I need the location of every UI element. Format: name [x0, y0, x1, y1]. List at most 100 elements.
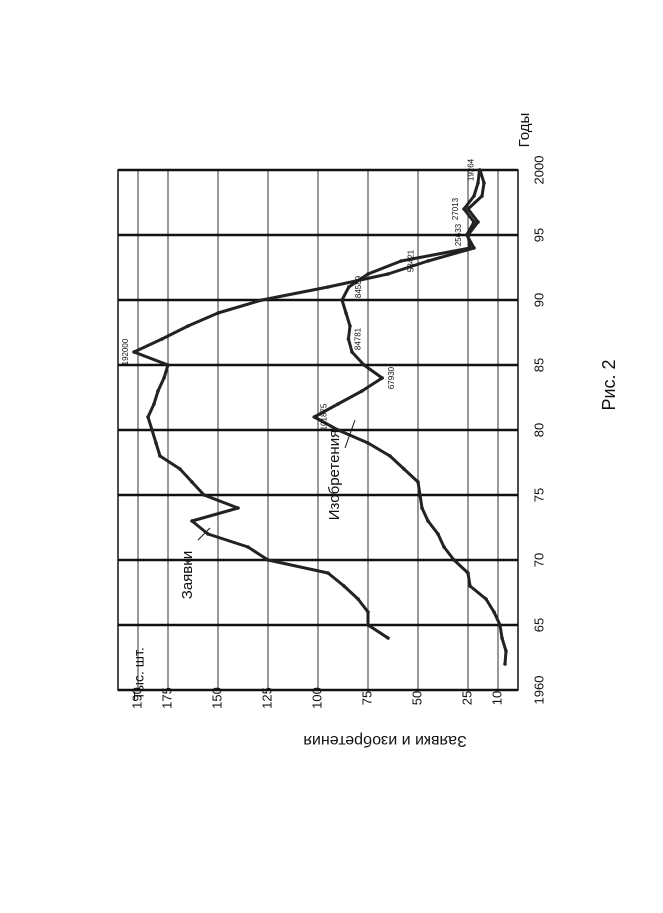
data-point: [420, 506, 424, 510]
data-point: [498, 623, 502, 627]
value-label: 101875: [319, 403, 328, 430]
data-point: [342, 584, 346, 588]
data-point: [399, 259, 403, 263]
data-point: [190, 519, 194, 523]
value-label: 19264: [467, 158, 476, 181]
data-point: [472, 194, 476, 198]
data-point: [326, 285, 330, 289]
x-axis-label: Годы: [516, 113, 533, 148]
value-label: 84781: [354, 327, 363, 350]
y-axis-label: Заявки и изобретения: [303, 732, 466, 749]
data-point: [484, 597, 488, 601]
data-point: [426, 519, 430, 523]
data-point: [340, 298, 344, 302]
data-point: [336, 402, 340, 406]
data-point: [206, 532, 210, 536]
data-point: [442, 545, 446, 549]
data-point: [436, 532, 440, 536]
data-point: [452, 558, 456, 562]
data-point: [472, 246, 476, 250]
data-point: [492, 610, 496, 614]
data-point: [466, 233, 470, 237]
data-point: [152, 402, 156, 406]
data-point: [178, 467, 182, 471]
data-point: [356, 597, 360, 601]
data-point: [350, 350, 354, 354]
data-point: [366, 610, 370, 614]
data-point: [347, 285, 351, 289]
data-point: [266, 558, 270, 562]
data-point: [504, 649, 508, 653]
data-point: [380, 376, 384, 380]
data-point: [344, 311, 348, 315]
data-point: [388, 454, 392, 458]
data-point: [346, 337, 351, 341]
name-pointer: [197, 527, 211, 541]
value-label: 84589: [354, 275, 363, 298]
data-point: [402, 467, 406, 471]
x-tick-label: 80: [531, 423, 546, 437]
data-point: [462, 207, 466, 211]
data-point: [326, 571, 330, 575]
y-tick-label: 75: [359, 691, 374, 705]
data-point: [366, 623, 370, 627]
caption: Рис. 2: [599, 359, 619, 410]
data-point: [162, 376, 166, 380]
data-point: [466, 207, 470, 211]
data-point: [466, 571, 470, 575]
data-point: [154, 441, 158, 445]
y-unit: Тыс. шт.: [131, 647, 147, 700]
x-tick-label: 70: [531, 553, 546, 567]
y-tick-label: 125: [259, 687, 274, 709]
y-tick-label: 190: [129, 687, 144, 709]
data-point: [360, 389, 364, 393]
data-point: [476, 181, 480, 185]
data-point: [500, 636, 504, 640]
x-tick-label: 95: [531, 228, 546, 242]
data-point: [478, 168, 482, 172]
data-point: [472, 220, 476, 224]
data-point: [216, 311, 220, 315]
x-tick-label: 2000: [531, 156, 546, 185]
data-point: [468, 246, 472, 250]
x-tick-label: 90: [531, 293, 546, 307]
data-point: [416, 480, 420, 484]
data-point: [482, 181, 486, 185]
data-point: [312, 415, 317, 419]
x-tick-label: 65: [531, 618, 546, 632]
data-point: [386, 636, 390, 640]
series-name: Изобретения: [326, 430, 343, 520]
data-point: [386, 272, 390, 276]
data-point: [260, 298, 264, 302]
value-label: 67930: [387, 366, 396, 389]
y-tick-label: 50: [409, 691, 424, 705]
y-tick-label: 100: [309, 687, 324, 709]
series-name: Заявки: [179, 551, 196, 599]
data-point: [156, 389, 160, 393]
name-pointer: [344, 419, 356, 449]
y-tick-label: 150: [209, 687, 224, 709]
data-point: [160, 337, 164, 341]
y-tick-label: 10: [489, 691, 504, 705]
value-label: 58421: [406, 249, 415, 272]
y-tick-label: 25: [459, 691, 474, 705]
data-point: [366, 272, 370, 276]
x-tick-label: 1960: [531, 676, 546, 705]
value-label: 25633: [454, 223, 463, 246]
data-point: [336, 428, 340, 432]
x-tick-label: 75: [531, 488, 546, 502]
data-point: [468, 584, 472, 588]
data-point: [150, 428, 154, 432]
data-point: [236, 506, 240, 510]
data-point: [186, 324, 190, 328]
data-point: [202, 493, 206, 497]
data-point: [246, 545, 250, 549]
data-point: [362, 363, 366, 367]
data-point: [366, 441, 370, 445]
data-point: [166, 363, 170, 367]
value-label: 27013: [451, 197, 460, 220]
data-point: [158, 454, 162, 458]
data-point: [348, 324, 352, 328]
y-tick-label: 175: [159, 687, 174, 709]
